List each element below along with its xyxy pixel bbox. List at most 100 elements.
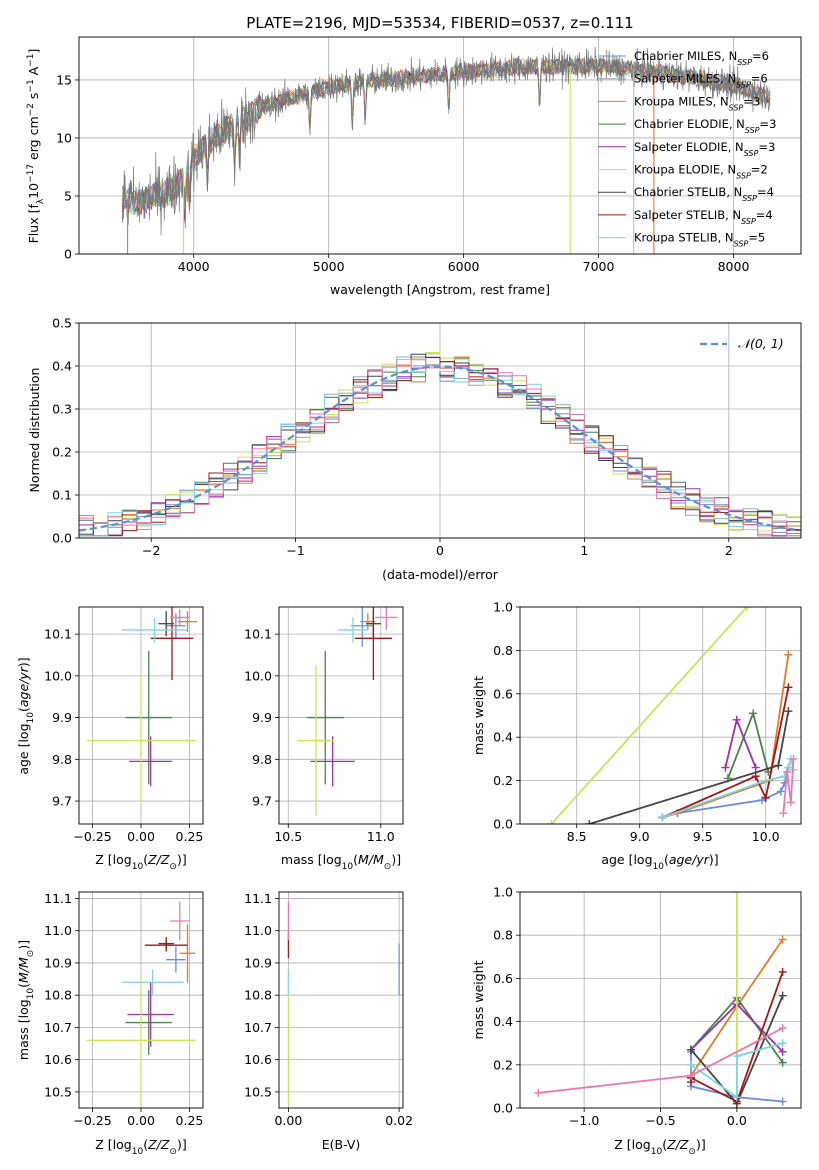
x-axis-label: Z [log10(Z/Z⊙)] xyxy=(95,1137,186,1157)
tick-label-y: 10.7 xyxy=(244,1020,272,1035)
y-axis-label: age [log10(age/yr)] xyxy=(16,657,36,774)
tick-label-y: 10.5 xyxy=(244,1084,272,1099)
mass-weight-vs-age-panel: 8.5 9.0 9.5 10.0 0.0 0.2 0.4 0.6 0.8 1.0 mass weig… xyxy=(471,600,802,872)
tick-label-x: −0.25 xyxy=(73,829,111,844)
plot-area xyxy=(121,46,771,254)
legend-label: Salpeter STELIB, NSSP=4 xyxy=(634,208,773,226)
series-marker xyxy=(789,754,798,763)
age-vs-mass-panel: 10.5 11.0 9.7 9.8 9.9 10.0 10.1 mass [log10(M/M… xyxy=(244,606,404,872)
plot-area xyxy=(547,607,798,824)
series-marker xyxy=(784,650,793,659)
x-axis-label: wavelength [Angstrom, rest frame] xyxy=(330,282,550,297)
series-marker xyxy=(778,967,787,976)
x-axis-label: E(B-V) xyxy=(322,1137,361,1152)
tick-label-y: 0 xyxy=(64,247,72,262)
tick-label-x: −1.0 xyxy=(569,1113,599,1128)
legend-label: 𝒩(0, 1) xyxy=(738,336,784,351)
y-axis-label: Flux [fλ10−17 erg cm−2 s−1 A−1] xyxy=(26,49,46,244)
tick-label-y: 0.1 xyxy=(52,488,72,503)
tick-label-y: 9.9 xyxy=(52,710,72,725)
tick-label-x: 0.00 xyxy=(127,829,155,844)
legend-label: Kroupa ELODIE, NSSP=2 xyxy=(634,163,768,181)
tick-label-x: 1 xyxy=(580,543,588,558)
axes-frame xyxy=(78,891,204,1109)
tick-label-y: 10.5 xyxy=(44,1084,72,1099)
legend-label: Salpeter MILES, NSSP=6 xyxy=(634,72,768,90)
tick-label-y: 0.4 xyxy=(52,359,72,374)
series-marker xyxy=(778,1058,787,1067)
tick-label-x: 8.5 xyxy=(567,829,587,844)
series-marker xyxy=(783,767,792,776)
series-marker xyxy=(547,820,556,824)
tick-label-y: 0.8 xyxy=(493,643,513,658)
tick-label-x: −0.25 xyxy=(73,1113,111,1128)
tick-label-y: 10.8 xyxy=(244,988,272,1003)
tick-label-x: −2 xyxy=(142,543,160,558)
tick-label-x: 10.5 xyxy=(274,829,302,844)
tick-label-y: 0.5 xyxy=(52,316,72,331)
tick-label-x: 5000 xyxy=(313,259,345,274)
series-marker xyxy=(721,763,730,772)
tick-label-y: 10 xyxy=(56,130,72,145)
tick-label-x: −0.5 xyxy=(645,1113,675,1128)
series-marker xyxy=(732,892,741,896)
tick-label-x: 0.00 xyxy=(127,1113,155,1128)
series-marker xyxy=(585,820,594,824)
tick-label-x: 2 xyxy=(725,543,733,558)
axes-frame xyxy=(78,606,204,825)
normal-curve xyxy=(79,365,801,532)
series-marker xyxy=(751,763,760,772)
series-marker xyxy=(778,1047,787,1056)
series-marker xyxy=(778,935,787,944)
y-axis-label: Normed distribution xyxy=(27,368,42,493)
axes-frame xyxy=(278,606,404,825)
tick-label-y: 0.8 xyxy=(493,928,513,943)
tick-label-y: 10.6 xyxy=(44,1052,72,1067)
mass-vs-metallicity-panel: −0.25 0.00 0.25 10.5 10.6 10.7 10.8 10.9 11.0 11.… xyxy=(16,891,204,1157)
tick-label-x: 7000 xyxy=(583,259,615,274)
series-marker xyxy=(778,991,787,1000)
tick-label-x: 9.5 xyxy=(693,829,713,844)
histogram-steps xyxy=(79,359,801,537)
axes-frame xyxy=(278,891,404,1109)
y-axis-label: mass [log10(M/M⊙)] xyxy=(16,940,36,1060)
plot-area xyxy=(297,607,398,816)
age-vs-metallicity-panel: −0.25 0.00 0.25 9.7 9.8 9.9 10.0 10.1 Z [log10(Z… xyxy=(16,606,204,872)
series-marker xyxy=(751,772,760,781)
tick-label-y: 9.8 xyxy=(252,752,272,767)
y-axis-label: mass weight xyxy=(471,676,486,755)
series-line xyxy=(550,607,748,824)
legend-label: Kroupa MILES, NSSP=3 xyxy=(634,94,760,112)
tick-label-x: 4000 xyxy=(178,259,210,274)
tick-label-y: 15 xyxy=(56,72,72,87)
tick-label-y: 1.0 xyxy=(493,600,513,615)
plot-area xyxy=(79,352,801,537)
tick-label-y: 0.0 xyxy=(493,817,513,832)
tick-label-y: 0.2 xyxy=(493,1057,513,1072)
series-line xyxy=(690,1042,783,1099)
tick-label-y: 10.7 xyxy=(44,1020,72,1035)
axes-frame xyxy=(519,891,802,1109)
series-marker xyxy=(774,761,783,770)
tick-label-y: 10.1 xyxy=(44,627,72,642)
series-marker xyxy=(732,1052,741,1061)
series-marker xyxy=(658,813,667,822)
series-marker xyxy=(784,763,793,772)
tick-label-y: 10.0 xyxy=(244,668,272,683)
tick-label-y: 9.9 xyxy=(252,710,272,725)
series-line xyxy=(782,758,795,814)
x-axis-label: (data-model)/error xyxy=(382,567,499,582)
plot-area xyxy=(86,607,198,806)
tick-label-y: 0.2 xyxy=(52,445,72,460)
tick-label-x: 11.0 xyxy=(367,829,395,844)
series-marker xyxy=(534,1088,543,1097)
x-axis-label: mass [log10(M/M⊙)] xyxy=(281,852,401,872)
tick-label-y: 10.0 xyxy=(44,668,72,683)
axes-frame xyxy=(78,36,802,255)
figure-title: PLATE=2196, MJD=53534, FIBERID=0537, z=0… xyxy=(246,14,633,32)
series-line xyxy=(662,687,790,819)
legend-label: Chabrier STELIB, NSSP=4 xyxy=(634,185,774,203)
y-axis-label: mass weight xyxy=(471,960,486,1039)
tick-label-y: 5 xyxy=(64,188,72,203)
